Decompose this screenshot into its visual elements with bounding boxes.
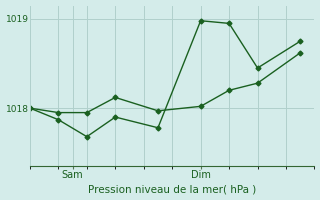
X-axis label: Pression niveau de la mer( hPa ): Pression niveau de la mer( hPa ): [88, 184, 256, 194]
